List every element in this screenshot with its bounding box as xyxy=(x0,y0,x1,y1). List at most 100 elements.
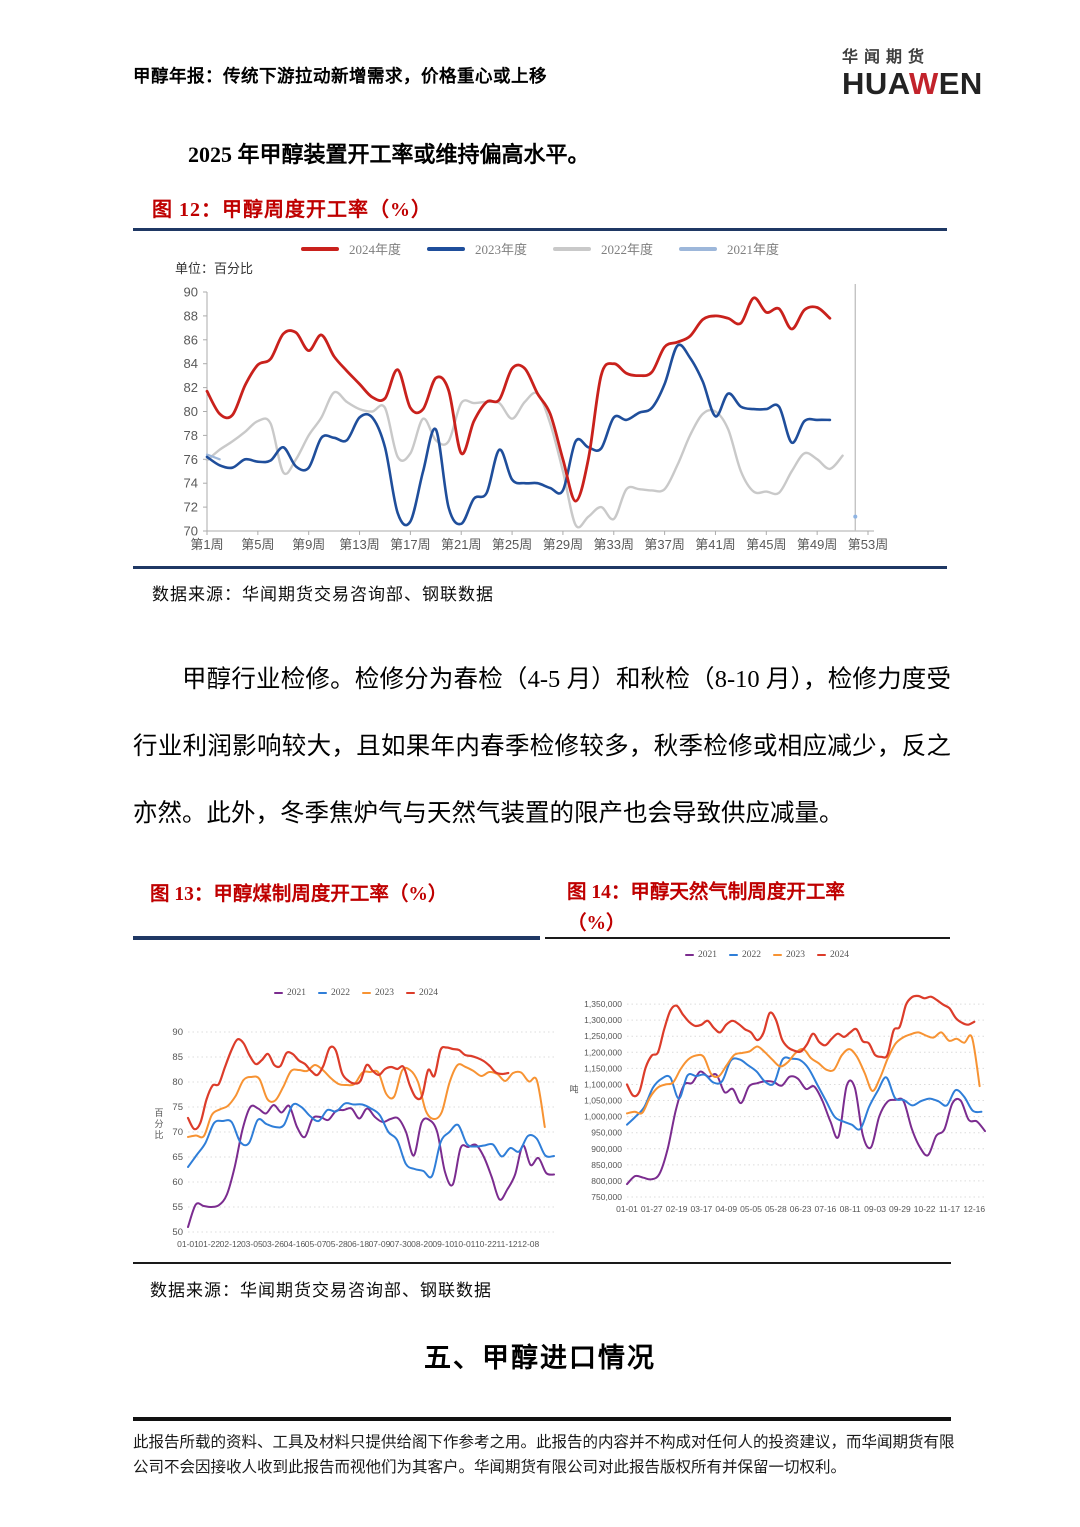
figure14-chart: 750,000 800,000 850,000 900,000 950,000 1,000… xyxy=(565,962,990,1237)
legend-item: 2023 xyxy=(773,950,805,960)
svg-text:900,000: 900,000 xyxy=(591,1144,622,1154)
legend-item: 2024 xyxy=(406,988,438,998)
svg-text:76: 76 xyxy=(184,452,198,467)
legend-item: 2023年度 xyxy=(426,239,527,258)
svg-text:03-05: 03-05 xyxy=(241,1239,263,1249)
svg-text:950,000: 950,000 xyxy=(591,1128,622,1138)
legend-swatch xyxy=(406,991,415,995)
divider-navy-top xyxy=(133,228,947,231)
svg-text:05-05: 05-05 xyxy=(740,1204,762,1214)
legend-swatch xyxy=(274,991,283,995)
logo-chinese-text: 华闻期货 xyxy=(842,49,931,66)
report-header-title: 甲醇年报：传统下游拉动新增需求，价格重心或上移 xyxy=(133,66,547,86)
svg-text:1,200,000: 1,200,000 xyxy=(584,1047,622,1057)
legend-item: 2022年度 xyxy=(553,239,653,258)
svg-text:06-18: 06-18 xyxy=(347,1239,369,1249)
svg-text:12-16: 12-16 xyxy=(963,1204,985,1214)
legend-label: 2023年度 xyxy=(474,242,527,257)
svg-text:05-28: 05-28 xyxy=(765,1204,787,1214)
svg-text:比: 比 xyxy=(154,1129,163,1140)
svg-text:75: 75 xyxy=(172,1102,183,1113)
legend-item: 2024 xyxy=(817,950,849,960)
legend-item: 2021年度 xyxy=(679,239,779,258)
svg-text:11-17: 11-17 xyxy=(939,1204,960,1214)
svg-text:60: 60 xyxy=(172,1177,183,1188)
svg-text:84: 84 xyxy=(184,356,198,371)
legend-label: 2022年度 xyxy=(601,242,654,257)
svg-text:第41周: 第41周 xyxy=(695,537,735,552)
legend-label: 2022 xyxy=(742,950,761,960)
svg-text:第9周: 第9周 xyxy=(292,537,325,552)
svg-text:65: 65 xyxy=(172,1152,183,1163)
svg-text:850,000: 850,000 xyxy=(591,1160,622,1170)
svg-text:09-29: 09-29 xyxy=(889,1204,911,1214)
legend-label: 2024年度 xyxy=(348,242,401,257)
figure13-title: 图 13：甲醇煤制周度开工率（%） xyxy=(150,884,448,905)
svg-text:01-27: 01-27 xyxy=(641,1204,663,1214)
divider-black-fig14 xyxy=(545,937,950,939)
legend-label: 2023 xyxy=(375,988,394,998)
svg-text:86: 86 xyxy=(184,332,198,347)
legend-item: 2022 xyxy=(318,988,350,998)
svg-text:03-26: 03-26 xyxy=(262,1239,284,1249)
logo-red-w: W xyxy=(908,66,939,101)
svg-text:09-03: 09-03 xyxy=(864,1204,886,1214)
figure14-legend: 2021 2022 2023 2024 xyxy=(567,950,967,960)
svg-text:08-20: 08-20 xyxy=(411,1239,433,1249)
svg-text:90: 90 xyxy=(172,1027,183,1038)
svg-text:04-16: 04-16 xyxy=(283,1239,305,1249)
body-paragraph: 甲醇行业检修。检修分为春检（4-5 月）和秋检（8-10 月），检修力度受行业利… xyxy=(133,666,951,827)
svg-text:第1周: 第1周 xyxy=(190,537,223,552)
legend-item: 2021 xyxy=(685,950,717,960)
figure13-legend: 2021 2022 2023 2024 xyxy=(150,988,562,998)
svg-text:1,000,000: 1,000,000 xyxy=(584,1112,622,1122)
svg-text:第25周: 第25周 xyxy=(492,537,532,552)
svg-text:百: 百 xyxy=(154,1108,163,1118)
legend-swatch xyxy=(426,246,465,251)
svg-text:02-12: 02-12 xyxy=(220,1239,242,1249)
figure12-title: 图 12：甲醇周度开工率（%） xyxy=(152,199,432,221)
figure12-unit-label: 单位：百分比 xyxy=(175,261,254,276)
svg-text:55: 55 xyxy=(172,1202,183,1213)
legend-swatch xyxy=(362,991,371,995)
svg-text:05-28: 05-28 xyxy=(326,1239,348,1249)
legend-swatch xyxy=(318,991,327,995)
svg-text:06-23: 06-23 xyxy=(790,1204,812,1214)
svg-text:第13周: 第13周 xyxy=(339,537,379,552)
legend-swatch xyxy=(679,246,718,251)
svg-text:800,000: 800,000 xyxy=(591,1176,622,1186)
svg-text:分: 分 xyxy=(154,1119,163,1129)
svg-text:1,100,000: 1,100,000 xyxy=(584,1079,622,1089)
legend-item: 2021 xyxy=(274,988,306,998)
svg-text:80: 80 xyxy=(172,1077,183,1088)
svg-text:1,150,000: 1,150,000 xyxy=(584,1063,622,1073)
legend-swatch xyxy=(553,246,591,251)
svg-text:08-11: 08-11 xyxy=(840,1204,861,1214)
svg-text:85: 85 xyxy=(172,1052,183,1063)
svg-text:吨: 吨 xyxy=(569,1084,578,1095)
legend-item: 2022 xyxy=(729,950,761,960)
figure12-chart: 70 72 74 76 78 80 82 84 86 88 90 第1周 第5周 第9周 第13周 第17周第… xyxy=(150,252,950,575)
figures-source: 数据来源：华闻期货交易咨询部、钢联数据 xyxy=(150,1281,492,1300)
svg-text:50: 50 xyxy=(172,1227,183,1238)
svg-text:01-22: 01-22 xyxy=(198,1239,220,1249)
svg-text:1,250,000: 1,250,000 xyxy=(584,1031,622,1041)
svg-text:07-09: 07-09 xyxy=(369,1239,391,1249)
footer-disclaimer: 此报告所载的资料、工具及材料只提供给阁下作参考之用。此报告的内容并不构成对任何人… xyxy=(133,1434,955,1476)
huawen-logo: 华闻期货 HUAWEN xyxy=(842,49,982,101)
divider-navy-bottom xyxy=(133,566,947,569)
svg-text:04-09: 04-09 xyxy=(715,1204,737,1214)
svg-text:1,300,000: 1,300,000 xyxy=(584,1015,622,1025)
divider-black-sources xyxy=(133,1262,951,1264)
intro-sentence: 2025 年甲醇装置开工率或维持偏高水平。 xyxy=(188,142,590,167)
figure14-title: 图 14：甲醇天然气制周度开工率 （%） xyxy=(567,877,963,939)
svg-text:09-10: 09-10 xyxy=(432,1239,454,1249)
svg-text:72: 72 xyxy=(184,500,198,515)
svg-text:03-17: 03-17 xyxy=(691,1204,713,1214)
svg-text:1,050,000: 1,050,000 xyxy=(584,1096,622,1106)
svg-text:第49周: 第49周 xyxy=(797,537,837,552)
legend-swatch xyxy=(300,246,339,251)
svg-text:10-01: 10-01 xyxy=(454,1239,476,1249)
legend-label: 2021年度 xyxy=(727,242,780,257)
figure13-chart: 50 55 60 65 70 75 80 85 90 01-01 01-22 02-12 03-05 03… xyxy=(150,1002,562,1265)
